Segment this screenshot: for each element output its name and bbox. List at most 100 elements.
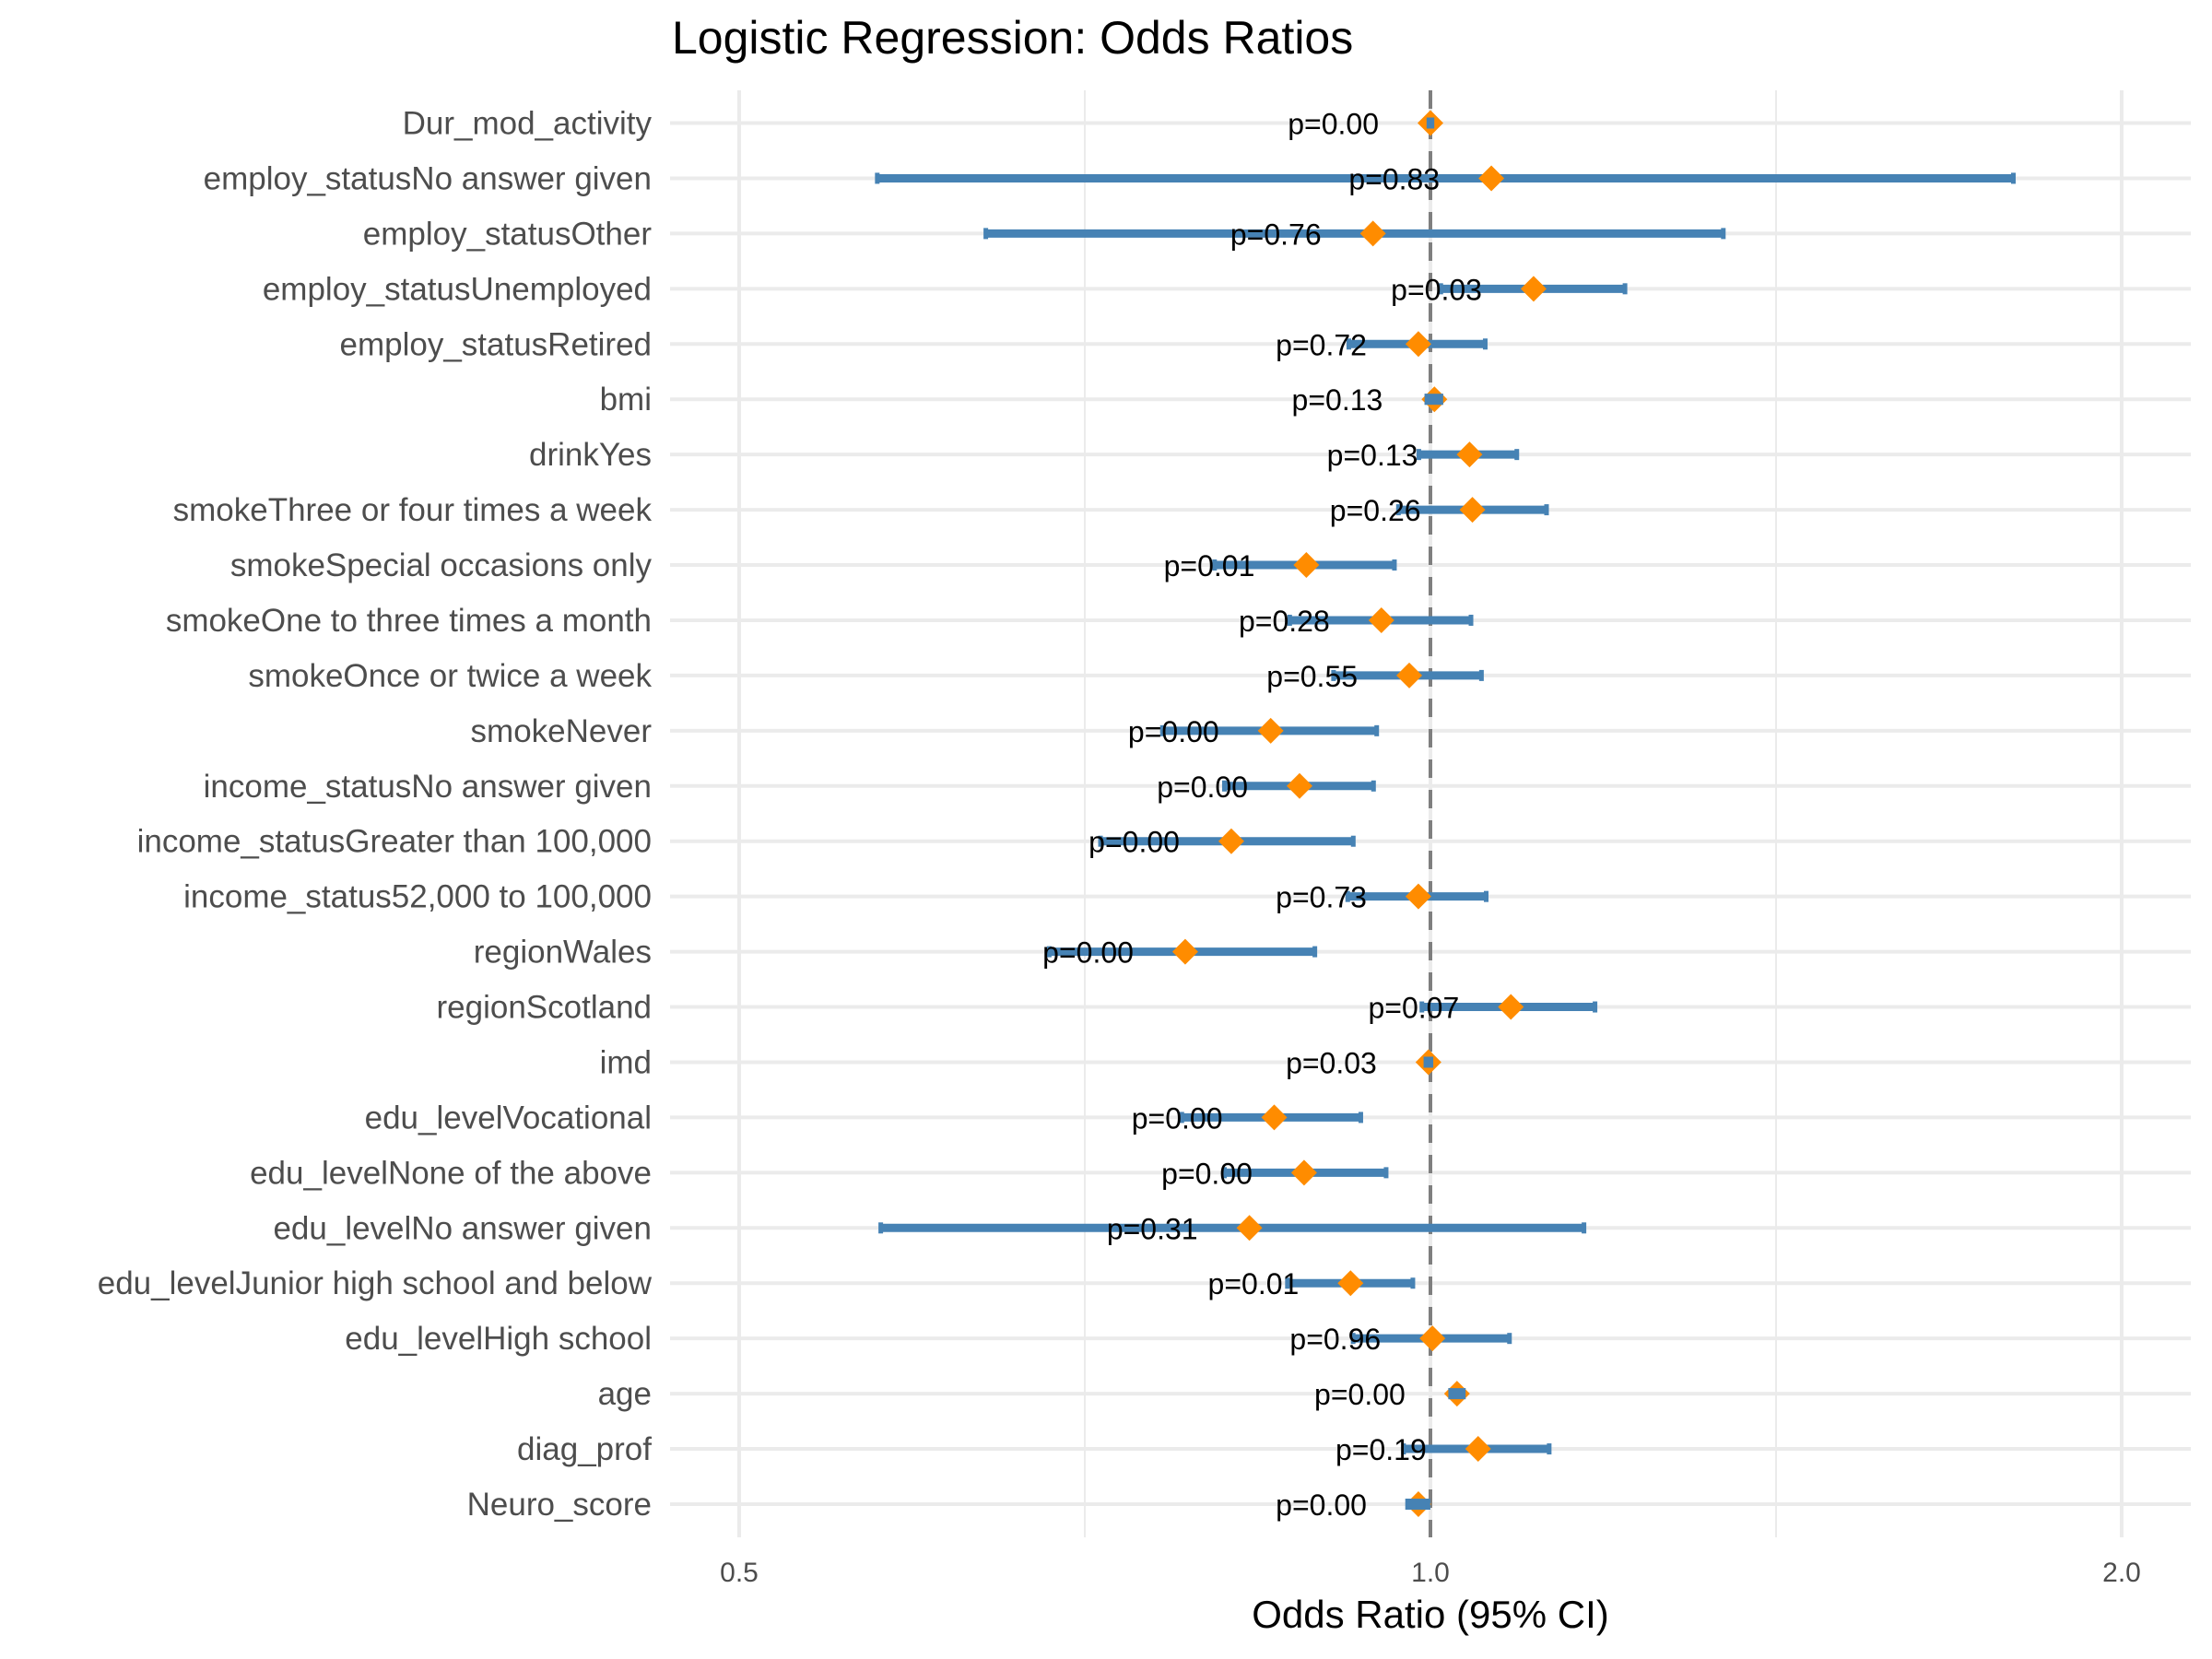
point-layer [1171,110,1547,1517]
ci-upper-cap [1721,228,1726,240]
p-value-label: p=0.28 [1239,605,1330,638]
ci-narrow-overlay [1448,1388,1466,1400]
odds-ratio-point [1293,552,1320,579]
y-axis-label: smokeNever [471,713,653,749]
ci-lower-cap [1331,669,1336,681]
ci-lower-cap [1416,449,1421,461]
ci-lower-cap [1221,1167,1227,1179]
ci-upper-cap [1383,1167,1389,1179]
ci-errorbar [875,172,2016,184]
odds-ratio-point [1359,220,1386,247]
ci-lower-cap [1287,614,1292,626]
y-axis-label: Dur_mod_activity [403,106,653,142]
p-value-label: p=0.00 [1288,108,1379,141]
ci-lower-cap [1046,946,1052,958]
ci-lower-cap [1345,890,1350,902]
ci-upper-cap [1358,1112,1363,1124]
ci-upper-cap [1544,504,1549,516]
ci-errorbar [878,1222,1587,1234]
ci-lower-cap [1350,1333,1356,1345]
ci-lower-cap [1221,780,1227,792]
y-axis-label: edu_levelVocational [365,1100,652,1135]
y-axis-label: income_statusNo answer given [204,769,652,805]
ci-lower-cap [1438,283,1443,295]
p-value-label: p=0.00 [1157,771,1248,804]
y-axis-label: regionWales [474,935,652,971]
ci-upper-cap [1410,1277,1416,1289]
odds-ratio-point [1419,1325,1446,1352]
y-axis-label: employ_statusUnemployed [263,271,652,307]
chart-title: Logistic Regression: Odds Ratios [672,12,1353,64]
y-axis-label: smokeSpecial occasions only [230,547,653,583]
odds-ratio-point [1286,772,1312,799]
ci-lower-cap [1179,1112,1184,1124]
ci-narrow-overlay [1405,1499,1430,1510]
ci-errorbar [983,228,1726,240]
odds-ratio-point [1236,1215,1263,1241]
p-value-label: p=0.96 [1289,1323,1381,1356]
p-value-label: p=0.01 [1164,549,1255,582]
ci-upper-cap [1478,669,1484,681]
odds-ratio-point [1171,938,1198,965]
p-value-label: p=0.31 [1107,1212,1198,1245]
p-value-label: p=0.00 [1314,1378,1406,1411]
y-axis-label: smokeThree or four times a week [173,492,653,528]
ci-lower-cap [1346,338,1351,350]
y-axis-label: employ_statusOther [363,216,653,252]
ci-lower-cap [983,228,989,240]
ci-lower-cap [1212,559,1218,571]
ci-upper-cap [1484,890,1489,902]
ci-upper-cap [1593,1001,1598,1013]
p-value-label: p=0.01 [1208,1267,1300,1300]
odds-ratio-point [1459,497,1486,524]
ci-narrow-overlay [1424,394,1443,406]
p-value-label: p=0.00 [1161,1157,1253,1190]
y-axis-label: smokeOnce or twice a week [248,658,652,694]
ci-upper-cap [1482,338,1488,350]
y-axis-label: income_status52,000 to 100,000 [183,879,652,915]
odds-ratio-point [1290,1159,1317,1186]
p-value-label: p=0.07 [1369,992,1460,1025]
x-axis-ticks: 0.5 1.0 2.0 [720,1558,2141,1588]
ci-upper-cap [1514,449,1520,461]
ci-lower-cap [1401,1443,1406,1455]
p-value-label: p=0.26 [1330,494,1421,527]
ci-upper-cap [1582,1222,1587,1234]
p-value-label: p=0.00 [1132,1101,1223,1135]
p-value-label: p=0.19 [1335,1433,1427,1466]
y-axis-label: regionScotland [437,990,653,1026]
y-axis-label: edu_levelNo answer given [273,1210,652,1246]
ci-upper-cap [2010,172,2016,184]
p-value-label: p=0.83 [1348,162,1440,195]
ci-lower-cap [1285,1277,1290,1289]
p-value-label: p=0.73 [1276,881,1367,914]
p-value-label: p=0.76 [1230,218,1322,251]
ci-narrow-overlay [1426,117,1435,129]
ci-upper-cap [1622,283,1628,295]
odds-ratio-point [1498,994,1524,1020]
ci-upper-cap [1392,559,1397,571]
y-axis-label: Neuro_score [467,1487,652,1523]
odds-ratio-point [1218,828,1244,854]
p-value-label: p=0.13 [1327,439,1418,472]
ci-narrow-overlay [1423,1056,1434,1068]
ci-upper-cap [1312,946,1318,958]
y-axis-label: smokeOne to three times a month [166,603,652,639]
odds-ratio-point [1405,883,1431,910]
ci-upper-cap [1371,780,1376,792]
y-axis-labels: Dur_mod_activity employ_statusNo answer g… [98,106,653,1524]
p-value-label: p=0.00 [1276,1488,1367,1522]
y-axis-label: edu_levelNone of the above [250,1155,652,1191]
odds-ratio-point [1396,662,1423,688]
p-value-label: p=0.00 [1042,936,1134,970]
p-value-label: p=0.00 [1088,826,1180,859]
y-axis-label: employ_statusNo answer given [204,160,652,196]
p-value-labels: p=0.00 p=0.83 p=0.76 p=0.03 p=0.72 p=0.13 p=0.… [1042,108,1482,1523]
p-value-label: p=0.13 [1292,383,1383,417]
y-axis-label: diag_prof [517,1431,652,1467]
p-value-label: p=0.55 [1266,660,1358,693]
x-tick-label: 1.0 [1411,1558,1450,1588]
odds-ratio-point [1520,276,1547,302]
